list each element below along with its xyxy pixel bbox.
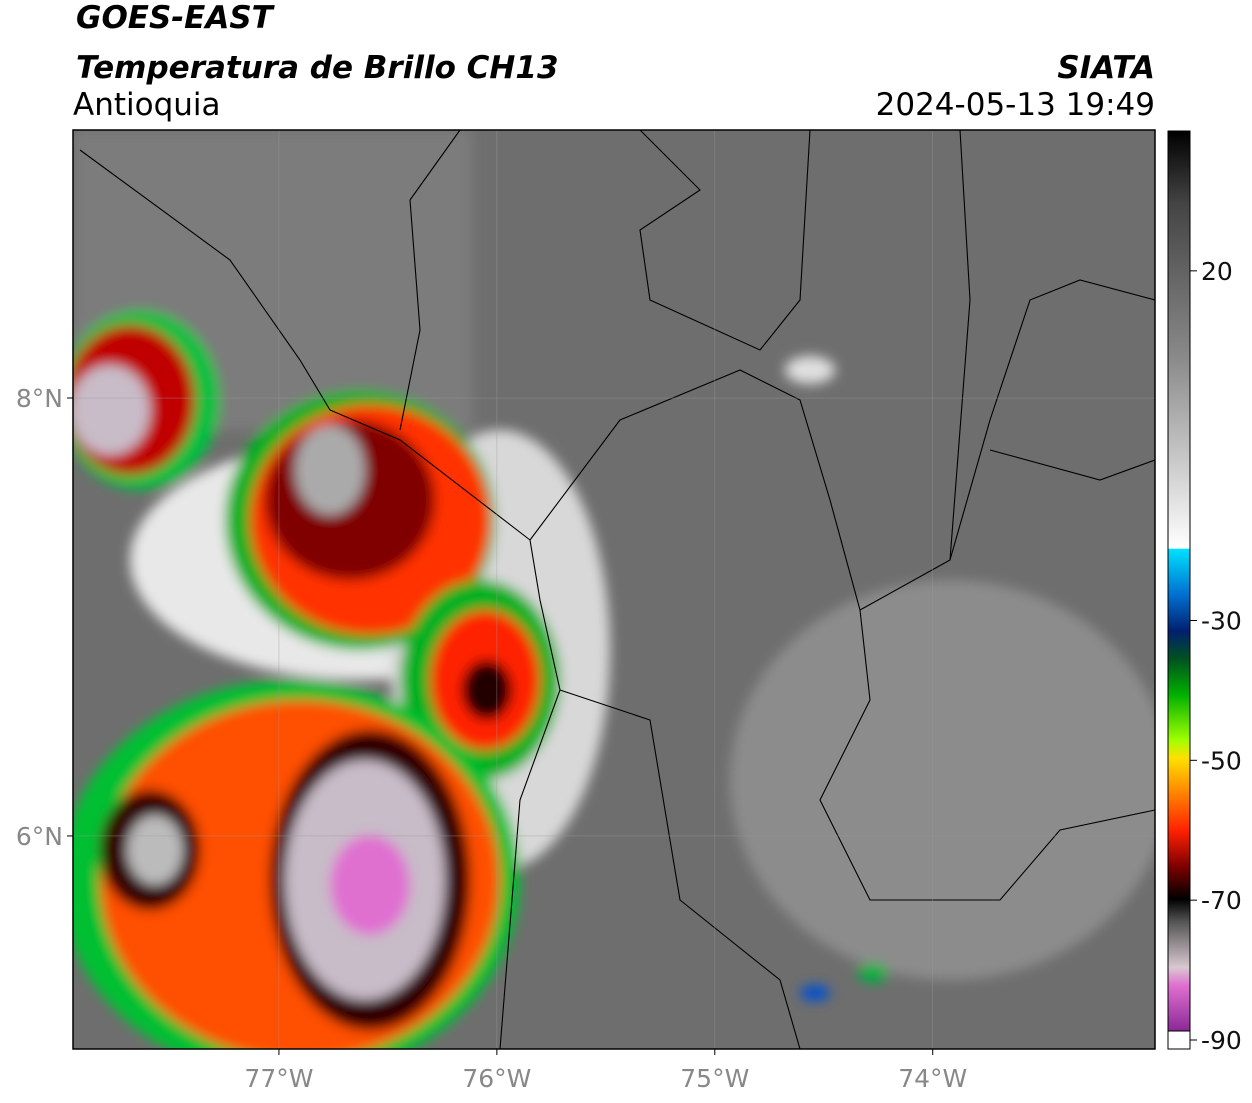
subtitle: Temperatura de Brillo CH13 — [76, 50, 559, 86]
colorbar-tick-label: -50 — [1201, 746, 1242, 775]
datetime: 2024-05-13 19:49 — [876, 87, 1155, 123]
colorbar-tick-label: -90 — [1201, 1026, 1242, 1055]
colorbar — [1167, 130, 1191, 1041]
y-tick-label: 6°N — [16, 822, 63, 851]
colorbar-tick-label: 20 — [1201, 257, 1233, 286]
source: SIATA — [1057, 50, 1155, 86]
map-frame — [72, 129, 1156, 1050]
x-tick-label: 74°W — [898, 1064, 967, 1093]
x-tick-label: 75°W — [680, 1064, 749, 1093]
colorbar-tick-label: -70 — [1201, 886, 1242, 915]
x-tick-label: 76°W — [462, 1064, 531, 1093]
map-image — [73, 130, 1155, 1049]
colorbar-tick-label: -30 — [1201, 606, 1242, 635]
title: GOES-EAST — [76, 0, 276, 36]
y-tick-label: 8°N — [16, 384, 63, 413]
x-tick-label: 77°W — [244, 1064, 313, 1093]
region: Antioquia — [73, 87, 221, 123]
colorbar-under — [1167, 1030, 1191, 1050]
